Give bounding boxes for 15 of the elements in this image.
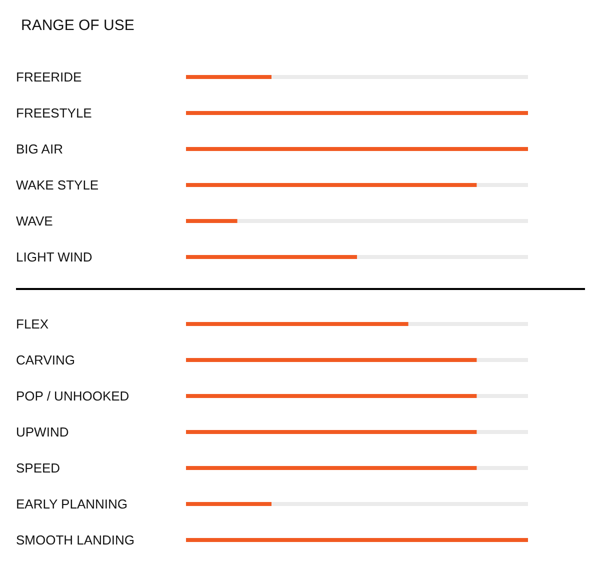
y-tick-label: SMOOTH LANDING xyxy=(16,532,134,548)
chart-title: RANGE OF USE xyxy=(21,17,134,34)
y-tick-label: LIGHT WIND xyxy=(16,250,92,264)
y-tick-label: SPEED xyxy=(16,460,60,476)
y-tick-label: BIG AIR xyxy=(16,142,63,156)
bar xyxy=(186,219,238,223)
y-tick-label: EARLY PLANNING xyxy=(16,496,128,512)
y-tick-label: FREESTYLE xyxy=(16,106,92,120)
y-tick-label: UPWIND xyxy=(16,424,69,440)
y-tick-label: FLEX xyxy=(16,316,49,332)
y-tick-label: WAVE xyxy=(16,214,54,228)
y-tick-label: WAKE STYLE xyxy=(16,178,99,192)
y-tick-label: FREERIDE xyxy=(16,70,82,84)
y-tick-label: POP / UNHOOKED xyxy=(16,388,130,404)
y-tick-label: CARVING xyxy=(16,352,75,368)
